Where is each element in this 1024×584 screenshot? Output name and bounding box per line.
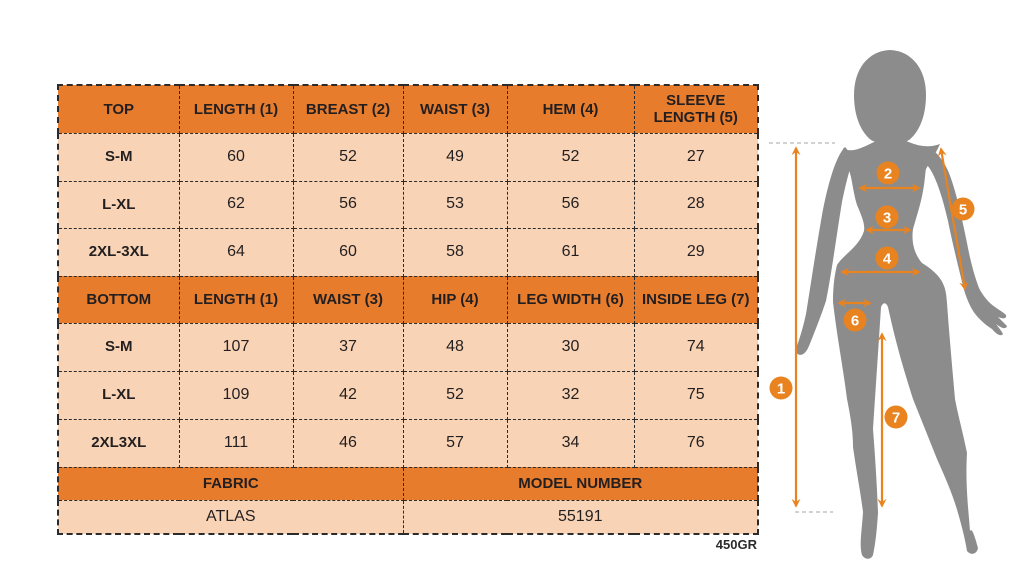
value-cell: 30 [506,322,635,372]
value-cell: 60 [178,132,294,182]
value-cell: 37 [292,322,404,372]
header-cell: BREAST (2) [292,84,404,134]
svg-text:3: 3 [883,210,891,227]
footer-value-row: ATLAS 55191 [57,499,759,535]
value-cell: 28 [633,180,759,229]
value-cell: 57 [402,418,508,468]
size-label-cell: 2XL-3XL [57,227,180,277]
value-cell: 61 [506,227,635,277]
value-cell: 52 [506,132,635,182]
value-cell: 75 [633,370,759,420]
arrow-sleeve-length [937,147,969,291]
size-chart: TOP LENGTH (1) BREAST (2) WAIST (3) HEM … [57,84,759,535]
table-row: 2XL3XL 111 46 57 34 76 [57,418,759,468]
svg-text:2: 2 [884,166,892,183]
top-header-row: TOP LENGTH (1) BREAST (2) WAIST (3) HEM … [57,84,759,134]
value-cell: 52 [292,132,404,182]
size-label-cell: S-M [57,132,180,182]
svg-text:5: 5 [959,202,967,219]
value-cell: 64 [178,227,294,277]
marker-3: 3 [875,205,899,229]
model-number-header-cell: MODEL NUMBER [402,466,759,501]
svg-text:1: 1 [777,381,785,398]
value-cell: 107 [178,322,294,372]
female-silhouette-diagram: 1 2 3 4 5 [769,50,1007,559]
header-cell: HIP (4) [402,275,508,324]
value-cell: 48 [402,322,508,372]
header-cell: WAIST (3) [292,275,404,324]
footer-header-row: FABRIC MODEL NUMBER [57,466,759,501]
value-cell: 34 [506,418,635,468]
header-cell: BOTTOM [57,275,180,324]
table-row: S-M 107 37 48 30 74 [57,322,759,372]
header-cell: TOP [57,84,180,134]
measurement-markers: 1 2 3 4 5 [769,161,975,429]
value-cell: 46 [292,418,404,468]
value-cell: 32 [506,370,635,420]
value-cell: 74 [633,322,759,372]
model-number-value-cell: 55191 [402,499,759,535]
size-label-cell: 2XL3XL [57,418,180,468]
size-label-cell: L-XL [57,370,180,420]
value-cell: 76 [633,418,759,468]
header-cell: SLEEVE LENGTH (5) [633,84,759,134]
female-silhouette [795,50,1007,559]
value-cell: 52 [402,370,508,420]
table-row: S-M 60 52 49 52 27 [57,132,759,182]
size-chart-table: TOP LENGTH (1) BREAST (2) WAIST (3) HEM … [57,84,759,535]
fabric-header-cell: FABRIC [57,466,404,501]
value-cell: 58 [402,227,508,277]
marker-4: 4 [875,246,899,270]
header-cell: HEM (4) [506,84,635,134]
marker-7: 7 [884,405,908,429]
measurement-arrows [791,146,969,508]
value-cell: 53 [402,180,508,229]
measurement-figure: 1 2 3 4 5 [765,15,1015,580]
marker-6: 6 [843,308,867,332]
value-cell: 62 [178,180,294,229]
value-cell: 29 [633,227,759,277]
value-cell: 56 [506,180,635,229]
value-cell: 49 [402,132,508,182]
left-arm-shape [795,147,853,355]
table-row: L-XL 62 56 53 56 28 [57,180,759,229]
svg-text:4: 4 [883,251,892,268]
svg-text:6: 6 [851,313,859,330]
table-row: 2XL-3XL 64 60 58 61 29 [57,227,759,277]
fabric-value-cell: ATLAS [57,499,404,535]
weight-note: 450GR [715,537,757,552]
table-row: L-XL 109 42 52 32 75 [57,370,759,420]
head-shape [854,50,926,144]
value-cell: 109 [178,370,294,420]
size-label-cell: S-M [57,322,180,372]
header-cell: LENGTH (1) [178,275,294,324]
value-cell: 60 [292,227,404,277]
value-cell: 56 [292,180,404,229]
marker-2: 2 [876,161,900,185]
svg-text:7: 7 [892,410,900,427]
value-cell: 42 [292,370,404,420]
value-cell: 27 [633,132,759,182]
value-cell: 111 [178,418,294,468]
header-cell: LENGTH (1) [178,84,294,134]
marker-1: 1 [769,376,793,400]
size-label-cell: L-XL [57,180,180,229]
header-cell: LEG WIDTH (6) [506,275,635,324]
bottom-header-row: BOTTOM LENGTH (1) WAIST (3) HIP (4) LEG … [57,275,759,324]
header-cell: WAIST (3) [402,84,508,134]
header-cell: INSIDE LEG (7) [633,275,759,324]
reference-lines [769,142,835,513]
marker-5: 5 [951,197,975,221]
